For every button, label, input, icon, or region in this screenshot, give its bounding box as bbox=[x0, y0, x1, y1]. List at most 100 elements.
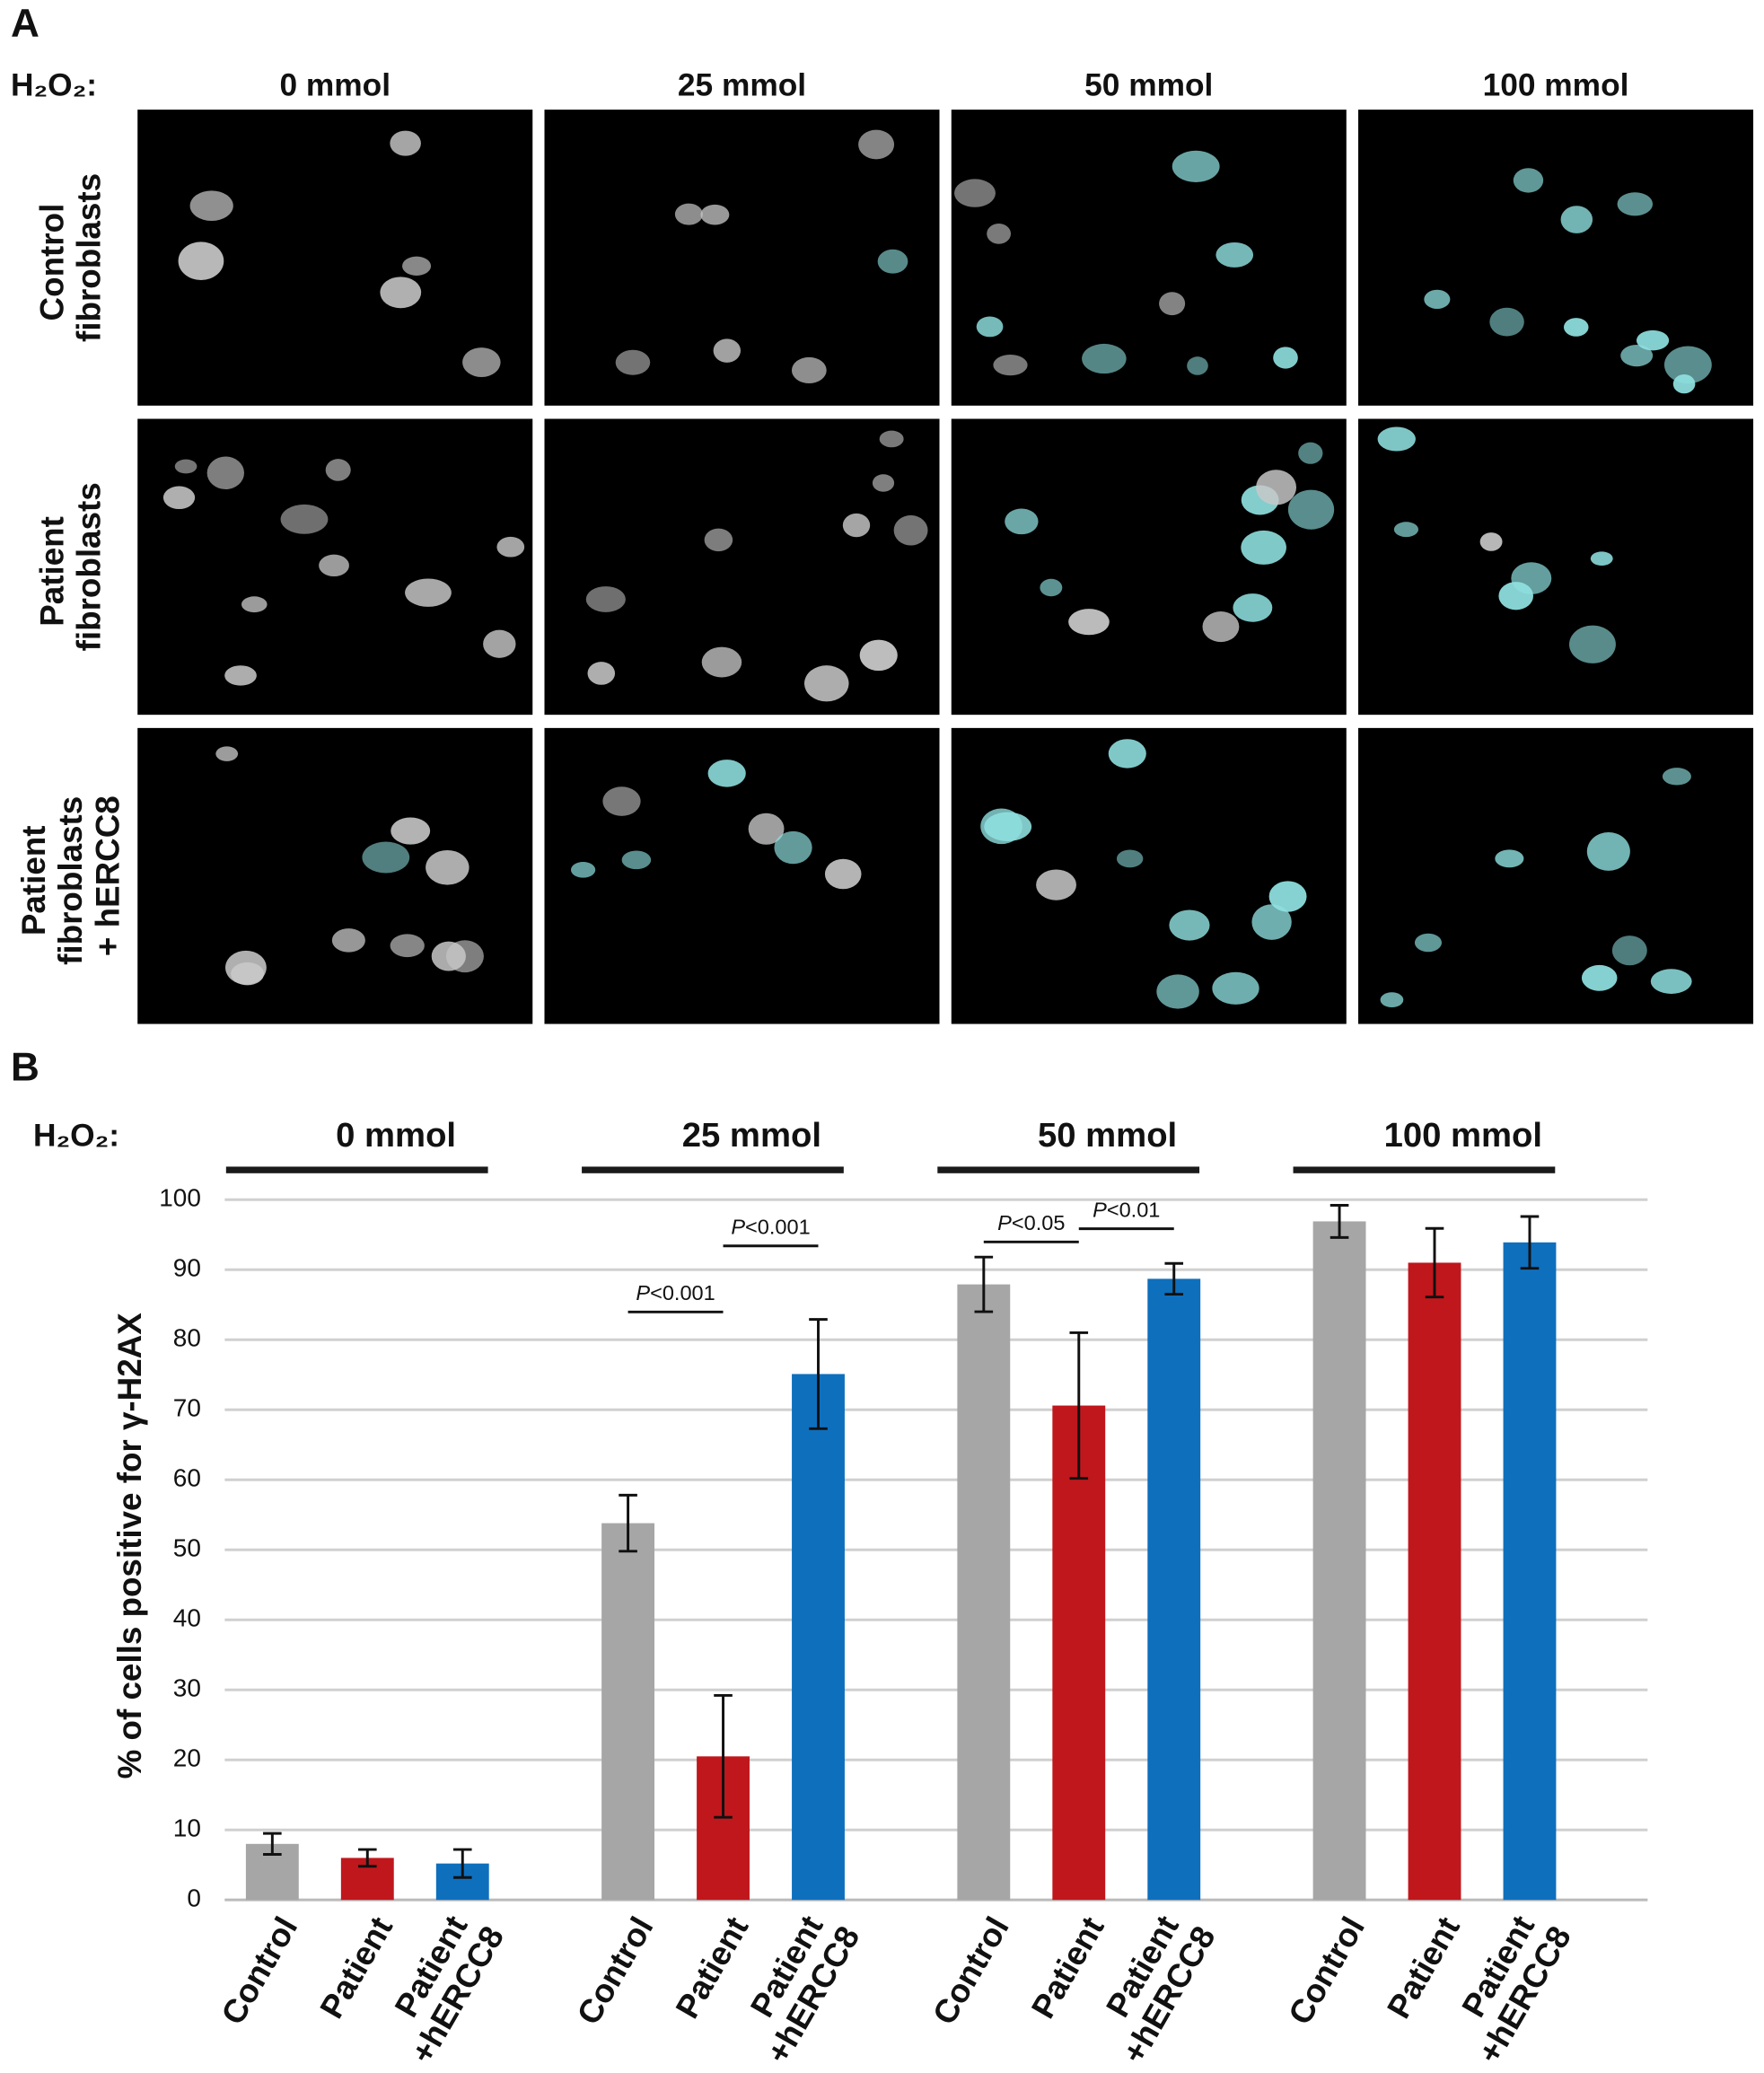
nucleus bbox=[390, 934, 425, 958]
significance-label: P<0.001 bbox=[731, 1216, 810, 1239]
y-tick-label: 90 bbox=[173, 1254, 201, 1282]
nucleus bbox=[587, 662, 616, 685]
nucleus bbox=[174, 459, 197, 474]
error-bar bbox=[1069, 1331, 1089, 1480]
nucleus bbox=[1586, 831, 1630, 871]
nucleus bbox=[215, 746, 239, 761]
micrograph bbox=[1358, 110, 1754, 406]
nucleus bbox=[1036, 869, 1076, 900]
significance-label: P<0.01 bbox=[1093, 1199, 1160, 1222]
micrograph-background bbox=[1358, 727, 1754, 1024]
nucleus bbox=[1251, 904, 1292, 940]
nucleus bbox=[748, 813, 785, 845]
nucleus bbox=[1082, 343, 1127, 374]
x-tick-label: Patient bbox=[312, 1910, 399, 2025]
row-label: Patient fibroblasts bbox=[33, 482, 107, 651]
nucleus bbox=[380, 277, 422, 309]
panel-label: A bbox=[11, 2, 39, 46]
nucleus bbox=[602, 786, 641, 816]
nucleus bbox=[402, 256, 432, 276]
treatment-label: H₂O₂: bbox=[33, 1118, 119, 1153]
nucleus bbox=[1202, 611, 1240, 643]
nucleus bbox=[704, 528, 733, 552]
nucleus bbox=[1489, 307, 1524, 337]
nucleus bbox=[391, 817, 431, 845]
nucleus bbox=[390, 130, 421, 156]
nucleus bbox=[707, 760, 746, 787]
nucleus bbox=[700, 204, 730, 225]
y-tick-label: 80 bbox=[173, 1324, 201, 1352]
x-tick-label: Control bbox=[926, 1910, 1016, 2031]
group-label: 0 mmol bbox=[336, 1116, 456, 1155]
nucleus bbox=[774, 830, 812, 865]
x-tick-label: Control bbox=[214, 1910, 304, 2031]
nucleus bbox=[1273, 347, 1298, 369]
nucleus bbox=[976, 316, 1004, 338]
nucleus bbox=[1495, 849, 1524, 868]
nucleus bbox=[791, 356, 827, 384]
group-label: 100 mmol bbox=[1384, 1116, 1542, 1155]
nucleus bbox=[803, 665, 849, 702]
y-tick-label: 40 bbox=[173, 1604, 201, 1632]
nucleus bbox=[325, 459, 351, 481]
nucleus bbox=[1513, 168, 1544, 193]
nucleus bbox=[842, 513, 871, 538]
bar bbox=[1503, 1242, 1557, 1901]
y-tick-label: 70 bbox=[173, 1394, 201, 1422]
micrograph-background bbox=[951, 727, 1347, 1024]
panel-label: B bbox=[11, 1046, 39, 1090]
y-tick-label: 30 bbox=[173, 1674, 201, 1702]
nucleus bbox=[1187, 356, 1208, 375]
y-tick-label: 10 bbox=[173, 1814, 201, 1842]
y-tick-label: 50 bbox=[173, 1534, 201, 1562]
nucleus bbox=[701, 646, 742, 678]
significance-label: P<0.05 bbox=[997, 1211, 1065, 1234]
nucleus bbox=[231, 962, 265, 986]
bar bbox=[792, 1374, 845, 1901]
nucleus bbox=[206, 456, 244, 490]
error-bar bbox=[619, 1493, 637, 1553]
nucleus bbox=[496, 536, 525, 558]
nucleus bbox=[872, 474, 895, 492]
column-label: 25 mmol bbox=[678, 67, 806, 102]
nucleus bbox=[1650, 969, 1692, 994]
error-bar bbox=[263, 1831, 282, 1856]
nucleus bbox=[824, 858, 862, 890]
nucleus bbox=[1617, 192, 1654, 216]
group-underline bbox=[1293, 1166, 1556, 1173]
nucleus bbox=[189, 190, 233, 222]
micrograph bbox=[951, 727, 1347, 1024]
error-bar bbox=[452, 1848, 472, 1879]
bar bbox=[1408, 1262, 1461, 1901]
error-bar bbox=[1425, 1226, 1444, 1299]
micrograph bbox=[1358, 418, 1754, 716]
x-tick-label: Control bbox=[1281, 1910, 1372, 2031]
nucleus bbox=[615, 349, 651, 375]
error-bar bbox=[1330, 1204, 1349, 1239]
nucleus bbox=[893, 514, 928, 546]
nucleus bbox=[1663, 346, 1712, 384]
nucleus bbox=[162, 486, 196, 510]
nucleus bbox=[1116, 849, 1144, 868]
nucleus bbox=[1005, 508, 1039, 535]
x-tick-label: Patient bbox=[1024, 1910, 1111, 2025]
nucleus bbox=[1268, 881, 1307, 912]
nucleus bbox=[1241, 530, 1286, 565]
nucleus bbox=[1636, 329, 1670, 351]
nucleus bbox=[280, 504, 329, 534]
column-label: 100 mmol bbox=[1483, 67, 1629, 102]
micrograph-background bbox=[951, 418, 1347, 716]
nucleus bbox=[1233, 593, 1273, 622]
nucleus bbox=[585, 586, 626, 612]
nucleus bbox=[1159, 292, 1186, 316]
nucleus bbox=[1068, 609, 1110, 636]
group-underline bbox=[225, 1166, 488, 1173]
nucleus bbox=[1393, 522, 1419, 538]
nucleus bbox=[178, 242, 224, 281]
micrograph bbox=[544, 418, 940, 716]
group-underline bbox=[937, 1166, 1200, 1173]
nucleus bbox=[1256, 470, 1297, 505]
nucleus bbox=[241, 596, 268, 613]
error-bar bbox=[714, 1693, 733, 1819]
